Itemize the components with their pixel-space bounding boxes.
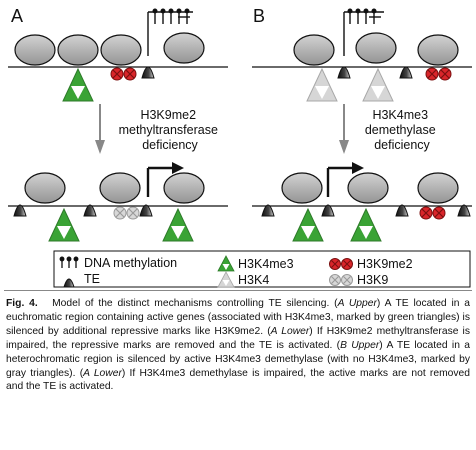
te-element bbox=[399, 66, 413, 79]
h3k4me3-mark bbox=[62, 67, 94, 102]
legend: DNA methylation TE H3K4me3 H3K4 H3K9me2 bbox=[53, 250, 471, 288]
legend-h3k9me2: H3K9me2 bbox=[357, 257, 413, 271]
dna-methylation-pins bbox=[343, 8, 384, 56]
te-element bbox=[83, 204, 97, 217]
te-element bbox=[395, 204, 409, 217]
nucleosome bbox=[163, 172, 205, 204]
activation-arrow bbox=[326, 162, 364, 197]
h3k9me2-mark bbox=[419, 206, 446, 220]
te-legend-icon bbox=[63, 278, 75, 288]
nucleosome bbox=[99, 172, 141, 204]
panel-a-enzyme-line-3: deficiency bbox=[142, 138, 198, 152]
nucleosome bbox=[163, 32, 205, 64]
panel-b-enzyme-line-3: deficiency bbox=[374, 138, 430, 152]
nucleosome bbox=[417, 172, 459, 204]
panel-b-enzyme-line-1: H3K4me3 bbox=[372, 108, 428, 122]
h3k4me3-mark bbox=[48, 207, 80, 242]
panel-a-enzyme-line-1: H3K9me2 bbox=[140, 108, 196, 122]
a-lower-text: If H3K9me2 methyltransferase is impaired… bbox=[6, 325, 470, 351]
panel-a-lower bbox=[8, 162, 228, 242]
nucleosome bbox=[281, 172, 323, 204]
panel-a-letter: A bbox=[11, 6, 23, 26]
h3k4-mark bbox=[362, 67, 394, 102]
legend-h3k4: H3K4 bbox=[238, 273, 269, 287]
panel-a-enzyme-line-2: methyltransferase bbox=[119, 123, 218, 137]
nucleosome bbox=[355, 32, 397, 64]
nucleosome bbox=[417, 34, 459, 66]
h3k9-mark bbox=[113, 206, 140, 220]
panel-b-upper bbox=[252, 8, 472, 102]
b-lower-tag: A Lower bbox=[83, 367, 122, 379]
svg-text:H3K9me2 methyltransferas: H3K9me2 methyltransferase deficiency bbox=[119, 108, 222, 152]
h3k9me2-legend-icon bbox=[329, 258, 353, 270]
h3k4-legend-icon bbox=[217, 271, 235, 288]
dna-methylation-legend-icon bbox=[59, 256, 79, 268]
te-element bbox=[13, 204, 27, 217]
b-upper-tag: B Upper bbox=[340, 339, 380, 351]
a-lower-tag: A Lower bbox=[270, 325, 310, 337]
figure-title: Model of the distinct mechanisms control… bbox=[52, 298, 330, 309]
nucleosome bbox=[347, 172, 389, 204]
nucleosome bbox=[14, 34, 56, 66]
nucleosome bbox=[57, 34, 99, 66]
panel-b-enzyme-line-2: demethylase bbox=[365, 123, 436, 137]
te-element bbox=[457, 204, 471, 217]
legend-h3k9: H3K9 bbox=[357, 273, 388, 287]
panel-a-upper bbox=[8, 8, 228, 102]
h3k9-legend-icon bbox=[329, 274, 353, 286]
te-element bbox=[139, 204, 153, 217]
te-element bbox=[141, 66, 155, 79]
panel-b-letter: B bbox=[253, 6, 265, 26]
te-silencing-diagram: A B bbox=[8, 6, 472, 288]
h3k4-mark bbox=[306, 67, 338, 102]
caption-divider bbox=[4, 290, 472, 291]
nucleosome bbox=[293, 34, 335, 66]
h3k4me3-mark bbox=[292, 207, 324, 242]
legend-h3k4me3: H3K4me3 bbox=[238, 257, 294, 271]
h3k4me3-mark bbox=[162, 207, 194, 242]
legend-te: TE bbox=[84, 272, 100, 286]
a-upper-text: A TE located in a euchromatic region con… bbox=[6, 298, 470, 337]
nucleosome bbox=[24, 172, 66, 204]
h3k9me2-mark bbox=[425, 67, 452, 81]
te-element bbox=[337, 66, 351, 79]
b-upper-text: A TE located in a heterochromatic region… bbox=[6, 339, 470, 379]
panel-a-transition: H3K9me2 methyltransferase deficiency bbox=[95, 104, 222, 154]
activation-arrow bbox=[146, 162, 184, 197]
panel-b-lower bbox=[252, 162, 472, 242]
svg-text:H3K4me3 demethylase: H3K4me3 demethylase deficiency bbox=[365, 108, 439, 152]
te-element bbox=[261, 204, 275, 217]
b-lower-text: If H3K4me3 demethylase is impaired, the … bbox=[6, 367, 470, 393]
legend-dna-methylation: DNA methylation bbox=[84, 256, 177, 270]
a-upper-tag: A Upper bbox=[337, 298, 377, 309]
figure-caption: Fig. 4. Model of the distinct mechanisms… bbox=[6, 298, 470, 393]
dna-methylation-pins bbox=[147, 8, 193, 56]
h3k9me2-mark bbox=[110, 67, 137, 81]
nucleosome bbox=[100, 34, 142, 66]
figure-label: Fig. 4. bbox=[6, 298, 38, 309]
panel-b-transition: H3K4me3 demethylase deficiency bbox=[339, 104, 439, 154]
h3k4me3-legend-icon bbox=[217, 255, 235, 272]
h3k4me3-mark bbox=[350, 207, 382, 242]
te-element bbox=[321, 204, 335, 217]
